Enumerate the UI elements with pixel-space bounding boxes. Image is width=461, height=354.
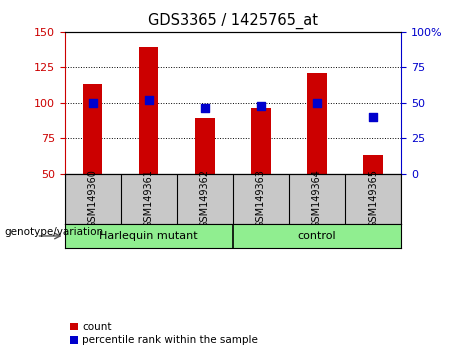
Point: [145, 97, 152, 103]
Text: GSM149363: GSM149363: [256, 170, 266, 228]
Title: GDS3365 / 1425765_at: GDS3365 / 1425765_at: [148, 13, 318, 29]
Point: [369, 114, 377, 120]
Point: [313, 100, 321, 105]
Text: GSM149361: GSM149361: [144, 170, 154, 228]
Text: Harlequin mutant: Harlequin mutant: [100, 231, 198, 241]
Point: [89, 100, 96, 105]
Bar: [307, 73, 327, 174]
Text: GSM149362: GSM149362: [200, 170, 210, 228]
Text: GSM149365: GSM149365: [368, 170, 378, 228]
Text: genotype/variation: genotype/variation: [5, 227, 104, 238]
Legend: count, percentile rank within the sample: count, percentile rank within the sample: [70, 322, 258, 345]
Point: [257, 103, 265, 108]
Bar: [83, 84, 102, 174]
Text: GSM149364: GSM149364: [312, 170, 322, 228]
Text: GSM149360: GSM149360: [88, 170, 98, 228]
Bar: [139, 47, 159, 174]
Text: control: control: [298, 231, 336, 241]
Point: [201, 105, 208, 111]
Bar: [195, 118, 214, 174]
Bar: [363, 155, 383, 174]
Bar: [251, 108, 271, 174]
